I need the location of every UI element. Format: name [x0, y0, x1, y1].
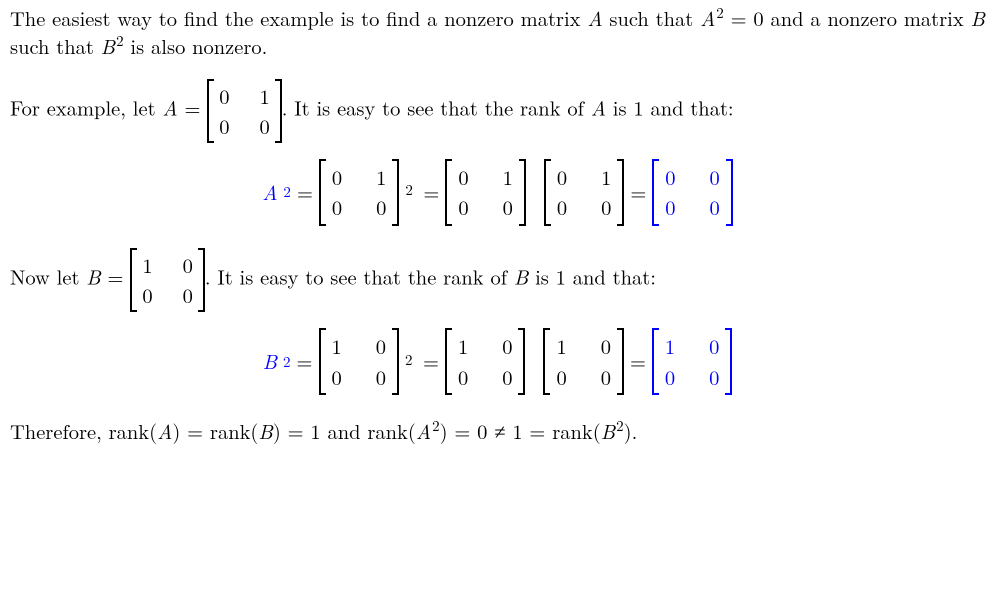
matrix-A: 0100 [445, 159, 526, 226]
text: such that [603, 3, 701, 32]
matrix-cell-1-1: 0 [376, 193, 386, 221]
matrix-cell-0-1: 0 [376, 332, 386, 360]
conclusion-paragraph: Therefore, rank(A) = rank(B) = 1 and ran… [10, 417, 985, 445]
text: ) = 1 and rank( [273, 416, 416, 445]
text: The easiest way to find the example is t… [10, 3, 587, 32]
var-B: B [258, 416, 272, 445]
text: . It is easy to see that the rank of [282, 92, 591, 121]
example-A-paragraph: For example, let A = 0100. It is easy to… [10, 79, 985, 144]
equals: = [178, 92, 208, 121]
text: is also nonzero. [124, 31, 268, 60]
matrix-cell-1-1: 0 [502, 363, 512, 391]
equation-lhs: A [262, 178, 277, 206]
equation-A-squared: A2=01002=01000100=0000 [10, 159, 985, 226]
operator: = [423, 178, 439, 206]
text: such that [10, 31, 101, 60]
matrix-cell-1-1: 0 [183, 281, 193, 309]
matrix-cell-1-1: 0 [710, 193, 720, 221]
matrix-cell-0-0: 1 [142, 251, 152, 279]
matrix-B-inline: 1000 [130, 248, 205, 313]
equals: = [101, 261, 131, 290]
text: Now let [10, 261, 86, 290]
matrix-cell-1-1: 0 [503, 193, 513, 221]
operator: = [630, 178, 646, 206]
operator: = [423, 347, 439, 375]
matrix-cell-1-0: 0 [665, 363, 675, 391]
matrix-A: 0100 [319, 159, 400, 226]
matrix-cell-0-1: 0 [183, 251, 193, 279]
matrix-cell-1-0: 0 [557, 193, 567, 221]
text: ) = 0 ≠ 1 = rank( [440, 416, 601, 445]
matrix-cell-1-1: 0 [601, 363, 611, 391]
matrix-cell-1-0: 0 [458, 193, 468, 221]
text: . It is easy to see that the rank of [205, 261, 514, 290]
matrix-A: 0100 [544, 159, 625, 226]
matrix-cell-1-0: 0 [142, 281, 152, 309]
matrix-cell-0-0: 0 [665, 163, 675, 191]
operator: = [630, 347, 646, 375]
matrix-cell-0-1: 0 [710, 163, 720, 191]
equation-lhs: B [263, 347, 277, 375]
matrix-cell-1-1: 0 [601, 193, 611, 221]
matrix-cell-1-0: 0 [458, 363, 468, 391]
var-A2: A [700, 3, 715, 32]
text: ) = rank( [172, 416, 258, 445]
var-A2: A [416, 416, 431, 445]
var-B2: B [601, 416, 615, 445]
var-A: A [157, 416, 172, 445]
matrix-cell-1-0: 0 [332, 193, 342, 221]
matrix-cell-0-0: 1 [665, 332, 675, 360]
matrix-cell-0-1: 0 [601, 332, 611, 360]
matrix-cell-0-0: 1 [458, 332, 468, 360]
sup-2: 2 [432, 415, 440, 436]
matrix-cell-0-1: 1 [601, 163, 611, 191]
matrix-cell-0-0: 1 [556, 332, 566, 360]
matrix-Bsq: 1 0 0 0 [652, 328, 733, 395]
matrix-cell-1-0: 0 [665, 193, 675, 221]
matrix-B: 1 0 0 0 [319, 328, 400, 395]
matrix-cell-1-1: 0 [709, 363, 719, 391]
text: is 1 and that: [606, 92, 734, 121]
var-B: B [971, 3, 985, 32]
matrix-A-inline: 0100 [207, 79, 282, 144]
matrix-B: 1 0 0 0 [445, 328, 526, 395]
matrix-cell-0-1: 1 [503, 163, 513, 191]
matrix-cell-1-1: 0 [259, 112, 269, 140]
text: ). [624, 416, 638, 445]
sup-2: 2 [116, 30, 124, 51]
matrix-cell-0-0: 0 [458, 163, 468, 191]
matrix-cell-0-0: 1 [332, 332, 342, 360]
matrix-cell-0-1: 0 [709, 332, 719, 360]
sup-2: 2 [616, 415, 624, 436]
intro-paragraph: The easiest way to find the example is t… [10, 4, 985, 61]
matrix-Z: 0000 [652, 159, 733, 226]
var-B2: B [101, 31, 115, 60]
text: = 0 and a nonzero matrix [724, 3, 971, 32]
matrix-cell-0-0: 0 [332, 163, 342, 191]
operator: = [297, 347, 313, 375]
matrix-cell-0-1: 1 [259, 82, 269, 110]
var-A: A [591, 92, 606, 121]
matrix-cell-0-1: 1 [376, 163, 386, 191]
matrix-cell-0-0: 0 [219, 82, 229, 110]
text: is 1 and that: [528, 261, 656, 290]
matrix-cell-1-0: 0 [332, 363, 342, 391]
matrix-cell-0-1: 0 [502, 332, 512, 360]
matrix-B: 1 0 0 0 [543, 328, 624, 395]
var-B: B [86, 261, 100, 290]
var-A: A [162, 92, 177, 121]
var-A: A [587, 3, 602, 32]
matrix-cell-1-1: 0 [376, 363, 386, 391]
var-B: B [514, 261, 528, 290]
matrix-cell-1-0: 0 [219, 112, 229, 140]
matrix-cell-1-0: 0 [556, 363, 566, 391]
matrix-cell-0-0: 0 [557, 163, 567, 191]
equation-B-squared: B2=10002=10001000=1000 [10, 328, 985, 395]
text: For example, let [10, 92, 162, 121]
example-B-paragraph: Now let B = 1000. It is easy to see that… [10, 248, 985, 313]
sup-2: 2 [716, 2, 724, 23]
text: Therefore, rank( [10, 416, 157, 445]
operator: = [297, 178, 313, 206]
